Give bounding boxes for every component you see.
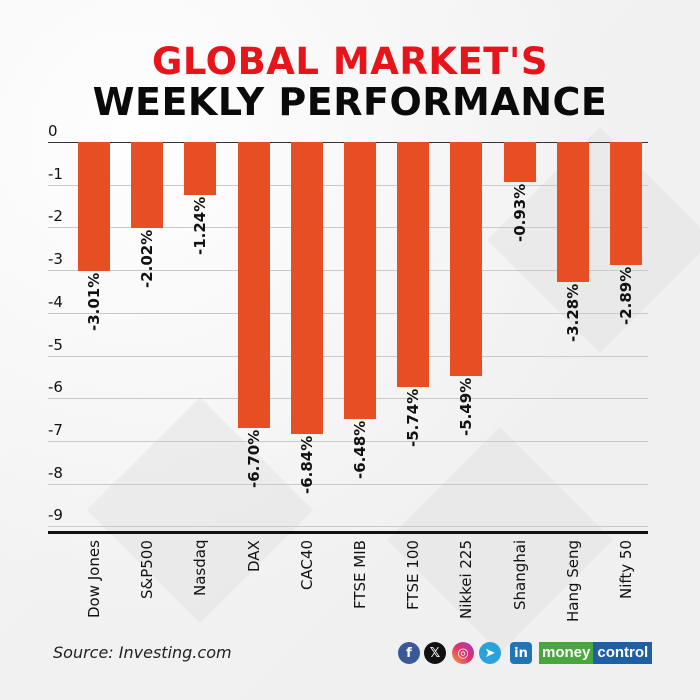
category-label: DAX (244, 540, 263, 572)
bar[interactable] (450, 142, 483, 377)
value-label: -2.02% (138, 229, 157, 289)
moneycontrol-logo: money control (539, 642, 653, 664)
value-label: -2.89% (617, 267, 635, 326)
title-line1: GLOBAL MARKET'S (152, 40, 548, 83)
bar[interactable] (237, 142, 270, 429)
category-label: Nasdaq (191, 539, 210, 596)
facebook-icon[interactable]: f (398, 642, 420, 664)
y-tick-label: -7 (48, 420, 63, 439)
value-label: -3.28% (563, 283, 582, 343)
bar[interactable] (78, 142, 110, 271)
brand-part2: control (593, 642, 653, 664)
gridline (48, 483, 648, 485)
x-icon[interactable]: 𝕏 (424, 642, 446, 664)
category-label: Shanghai (510, 539, 529, 610)
value-label: -6.70% (244, 429, 263, 489)
y-tick-label: -5 (48, 335, 63, 354)
bar[interactable] (184, 142, 217, 195)
bar[interactable] (556, 142, 589, 283)
value-label: -5.49% (457, 378, 476, 437)
value-label: -5.74% (404, 388, 423, 448)
brand-part1: money (539, 642, 594, 664)
y-tick-label: -8 (48, 463, 63, 482)
bar[interactable] (503, 142, 536, 182)
category-label: Hang Seng (563, 539, 582, 622)
value-label: -6.48% (351, 420, 369, 479)
bar[interactable] (610, 142, 642, 266)
telegram-icon[interactable]: ➤ (479, 642, 501, 664)
category-label: Dow Jones (85, 540, 103, 618)
category-label: FTSE MIB (351, 540, 369, 609)
bar[interactable] (344, 142, 376, 419)
bar[interactable] (397, 142, 430, 388)
value-label: -6.84% (297, 435, 316, 495)
linkedin-icon[interactable]: in (510, 642, 532, 664)
category-label: S&P500 (138, 540, 157, 599)
bar[interactable] (131, 142, 164, 229)
instagram-icon[interactable]: ◎ (452, 642, 474, 664)
value-label: -1.24% (191, 196, 210, 255)
y-tick-label: 0 (48, 122, 58, 140)
category-label: FTSE 100 (404, 540, 423, 610)
value-label: -0.93% (510, 183, 529, 242)
category-label: Nikkei 225 (457, 539, 476, 619)
y-tick-label: -9 (48, 506, 63, 525)
value-label: -3.01% (85, 272, 103, 331)
gridline (48, 526, 648, 528)
y-tick-label: -6 (48, 378, 63, 397)
gridline (48, 440, 648, 442)
category-label: CAC40 (297, 539, 316, 590)
category-label: Nifty 50 (617, 539, 635, 599)
bar[interactable] (290, 142, 323, 435)
x-axis-line (48, 531, 648, 534)
y-tick-label: -1 (48, 164, 63, 183)
y-tick-label: -3 (48, 250, 63, 269)
y-tick-label: -4 (48, 292, 63, 311)
title-line2: WEEKLY PERFORMANCE (92, 80, 608, 124)
source-text: Source: Investing.com (53, 643, 232, 662)
y-tick-label: -2 (48, 207, 63, 226)
